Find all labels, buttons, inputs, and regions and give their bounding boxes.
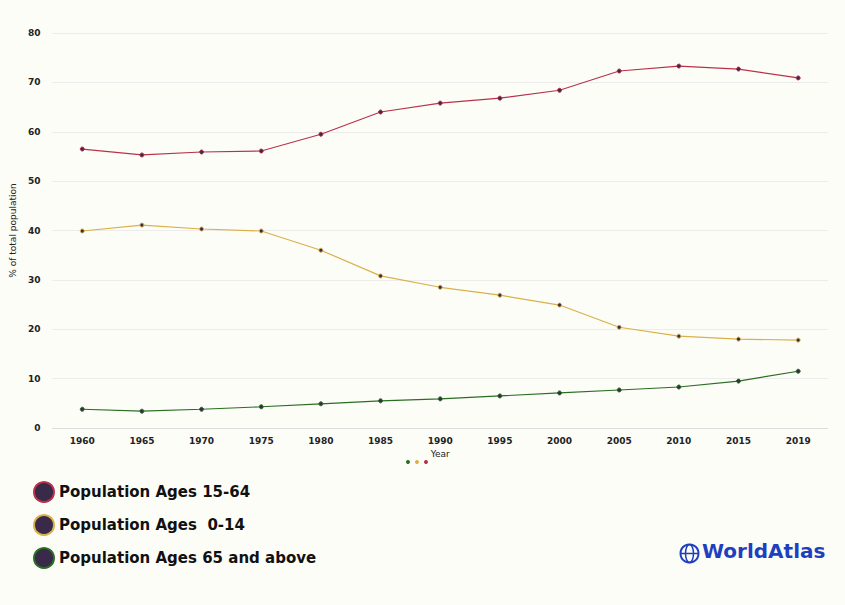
svg-text:1965: 1965 bbox=[129, 436, 154, 446]
svg-text:Year: Year bbox=[430, 449, 450, 459]
svg-text:Population Ages 65 and above: Population Ages 65 and above bbox=[59, 549, 316, 567]
svg-text:Population Ages 0-14: Population Ages 0-14 bbox=[59, 516, 245, 534]
svg-text:40: 40 bbox=[28, 226, 41, 236]
svg-text:50: 50 bbox=[28, 176, 41, 186]
svg-text:20: 20 bbox=[28, 324, 41, 334]
svg-text:0: 0 bbox=[34, 423, 40, 433]
svg-text:Population Ages 15-64: Population Ages 15-64 bbox=[59, 483, 250, 501]
svg-text:2015: 2015 bbox=[726, 436, 751, 446]
svg-text:60: 60 bbox=[28, 127, 41, 137]
svg-text:2000: 2000 bbox=[547, 436, 572, 446]
svg-text:2005: 2005 bbox=[607, 436, 632, 446]
svg-text:30: 30 bbox=[28, 275, 41, 285]
svg-text:10: 10 bbox=[28, 374, 41, 384]
svg-text:1970: 1970 bbox=[189, 436, 214, 446]
svg-text:1980: 1980 bbox=[308, 436, 333, 446]
svg-text:% of total population: % of total population bbox=[8, 183, 18, 277]
svg-text:1995: 1995 bbox=[487, 436, 512, 446]
svg-text:80: 80 bbox=[28, 28, 41, 38]
svg-text:1975: 1975 bbox=[249, 436, 274, 446]
svg-text:1985: 1985 bbox=[368, 436, 393, 446]
svg-text:1990: 1990 bbox=[428, 436, 453, 446]
svg-text:2019: 2019 bbox=[786, 436, 811, 446]
svg-text:70: 70 bbox=[28, 77, 41, 87]
svg-text:2010: 2010 bbox=[666, 436, 691, 446]
svg-text:WorldAtlas: WorldAtlas bbox=[702, 539, 825, 563]
svg-text:1960: 1960 bbox=[70, 436, 95, 446]
